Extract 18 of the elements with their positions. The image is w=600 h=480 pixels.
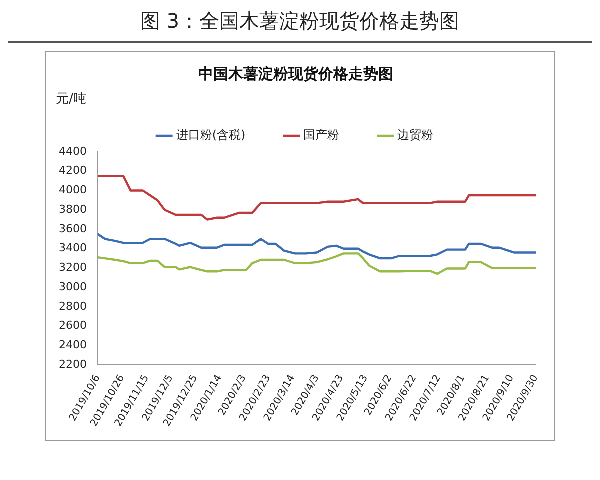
legend-label: 边贸粉 — [398, 128, 434, 142]
y-tick-label: 3800 — [58, 202, 87, 216]
y-tick-label: 2400 — [58, 338, 87, 352]
y-tick-label: 4200 — [58, 164, 87, 178]
y-tick-label: 3000 — [58, 280, 87, 294]
legend-label: 进口粉(含税) — [176, 128, 246, 142]
y-tick-label: 2200 — [58, 358, 87, 371]
chart-subtitle: 中国木薯淀粉现货价格走势图 — [198, 64, 394, 83]
y-tick-label: 4400 — [58, 144, 87, 158]
y-tick-label: 3200 — [58, 261, 87, 274]
y-tick-label: 2600 — [58, 319, 87, 332]
y-axis-title: 元/吨 — [56, 92, 86, 107]
legend-label: 国产粉 — [304, 128, 340, 142]
y-tick-label: 2800 — [58, 300, 87, 313]
chart-title: 图 3：全国木薯淀粉现货价格走势图 — [8, 8, 592, 43]
y-tick-label: 3600 — [58, 222, 87, 236]
y-tick-label: 3400 — [58, 242, 87, 255]
y-tick-label: 4000 — [58, 184, 87, 197]
